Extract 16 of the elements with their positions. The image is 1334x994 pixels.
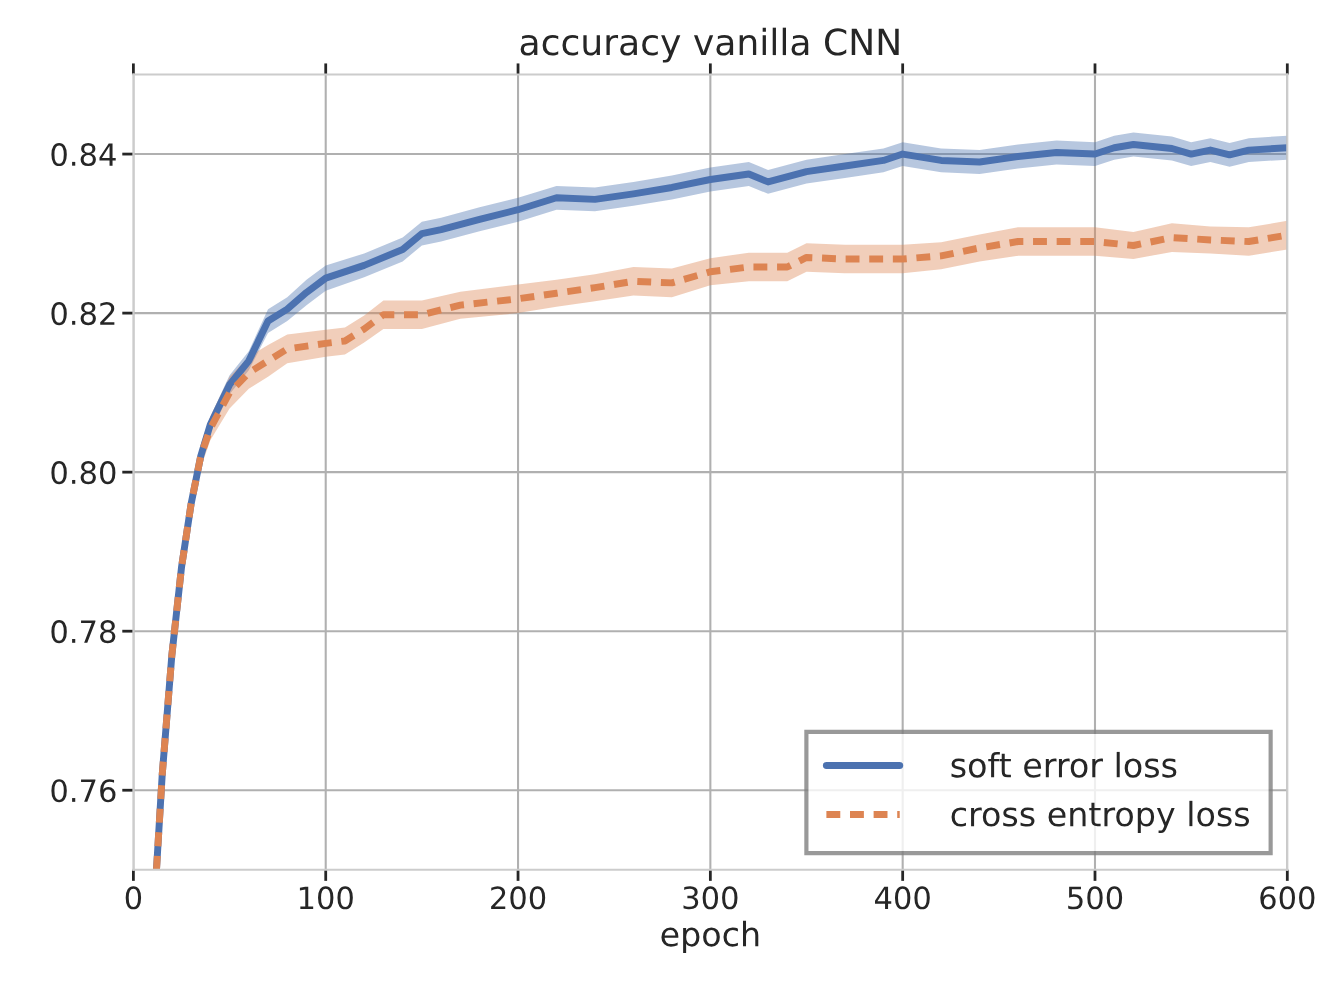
chart-title: accuracy vanilla CNN (520, 27, 899, 63)
x-tick-label: 0 (125, 886, 142, 910)
x-axis-title: epoch (661, 920, 759, 954)
y-tick-label: 0.82 (51, 302, 115, 326)
y-tick-label: 0.84 (51, 143, 116, 167)
y-tick-label: 0.76 (51, 779, 116, 803)
x-tick-label: 300 (683, 886, 738, 910)
x-tick-label: 500 (1068, 886, 1123, 910)
legend-label: soft error loss (951, 751, 1177, 778)
x-tick-label: 100 (299, 886, 353, 910)
legend-label: cross entropy loss (951, 800, 1250, 834)
y-tick-label: 0.80 (51, 461, 116, 485)
x-tick-label: 400 (875, 886, 930, 910)
x-tick-label: 600 (1260, 886, 1315, 910)
y-tick-label: 0.78 (51, 620, 116, 644)
x-tick-label: 200 (491, 886, 546, 910)
